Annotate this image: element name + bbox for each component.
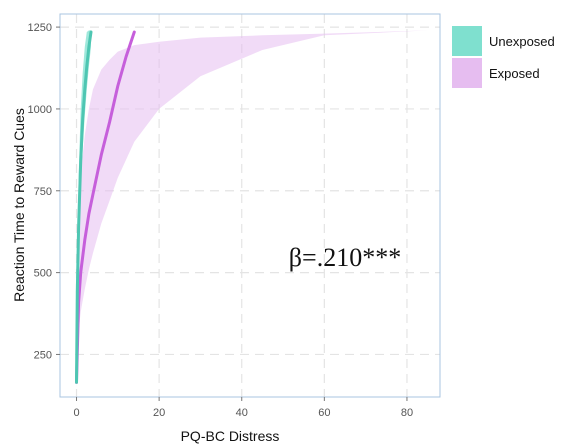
y-tick-label: 1250 [28,22,52,34]
y-axis-title: Reaction Time to Reward Cues [11,108,27,302]
legend-swatch-unexposed [452,26,482,56]
series-line-exposed [75,30,136,384]
x-tick-label: 60 [318,407,330,419]
legend-label-unexposed: Unexposed [489,34,555,49]
legend: Unexposed Exposed [452,26,555,88]
x-tick-label: 20 [153,407,165,419]
x-tick-label: 0 [73,407,79,419]
x-tick-label: 40 [236,407,248,419]
x-axis-title: PQ-BC Distress [181,428,280,444]
series-line-unexposed [75,30,93,384]
y-ticks: 250 500 750 1000 1250 [28,22,60,361]
y-tick-label: 250 [34,349,52,361]
x-ticks: 0 20 40 60 80 [73,397,413,419]
confidence-bands [76,30,428,388]
series-lines [75,30,136,384]
legend-label-exposed: Exposed [489,66,540,81]
legend-swatch-exposed [452,58,482,88]
ci-band-exposed [76,30,428,388]
plot-border [59,13,441,398]
y-tick-label: 500 [34,268,52,280]
y-tick-label: 750 [34,186,52,198]
y-tick-label: 1000 [28,104,52,116]
beta-annotation: β=.210*** [289,243,401,272]
x-tick-label: 80 [401,407,413,419]
